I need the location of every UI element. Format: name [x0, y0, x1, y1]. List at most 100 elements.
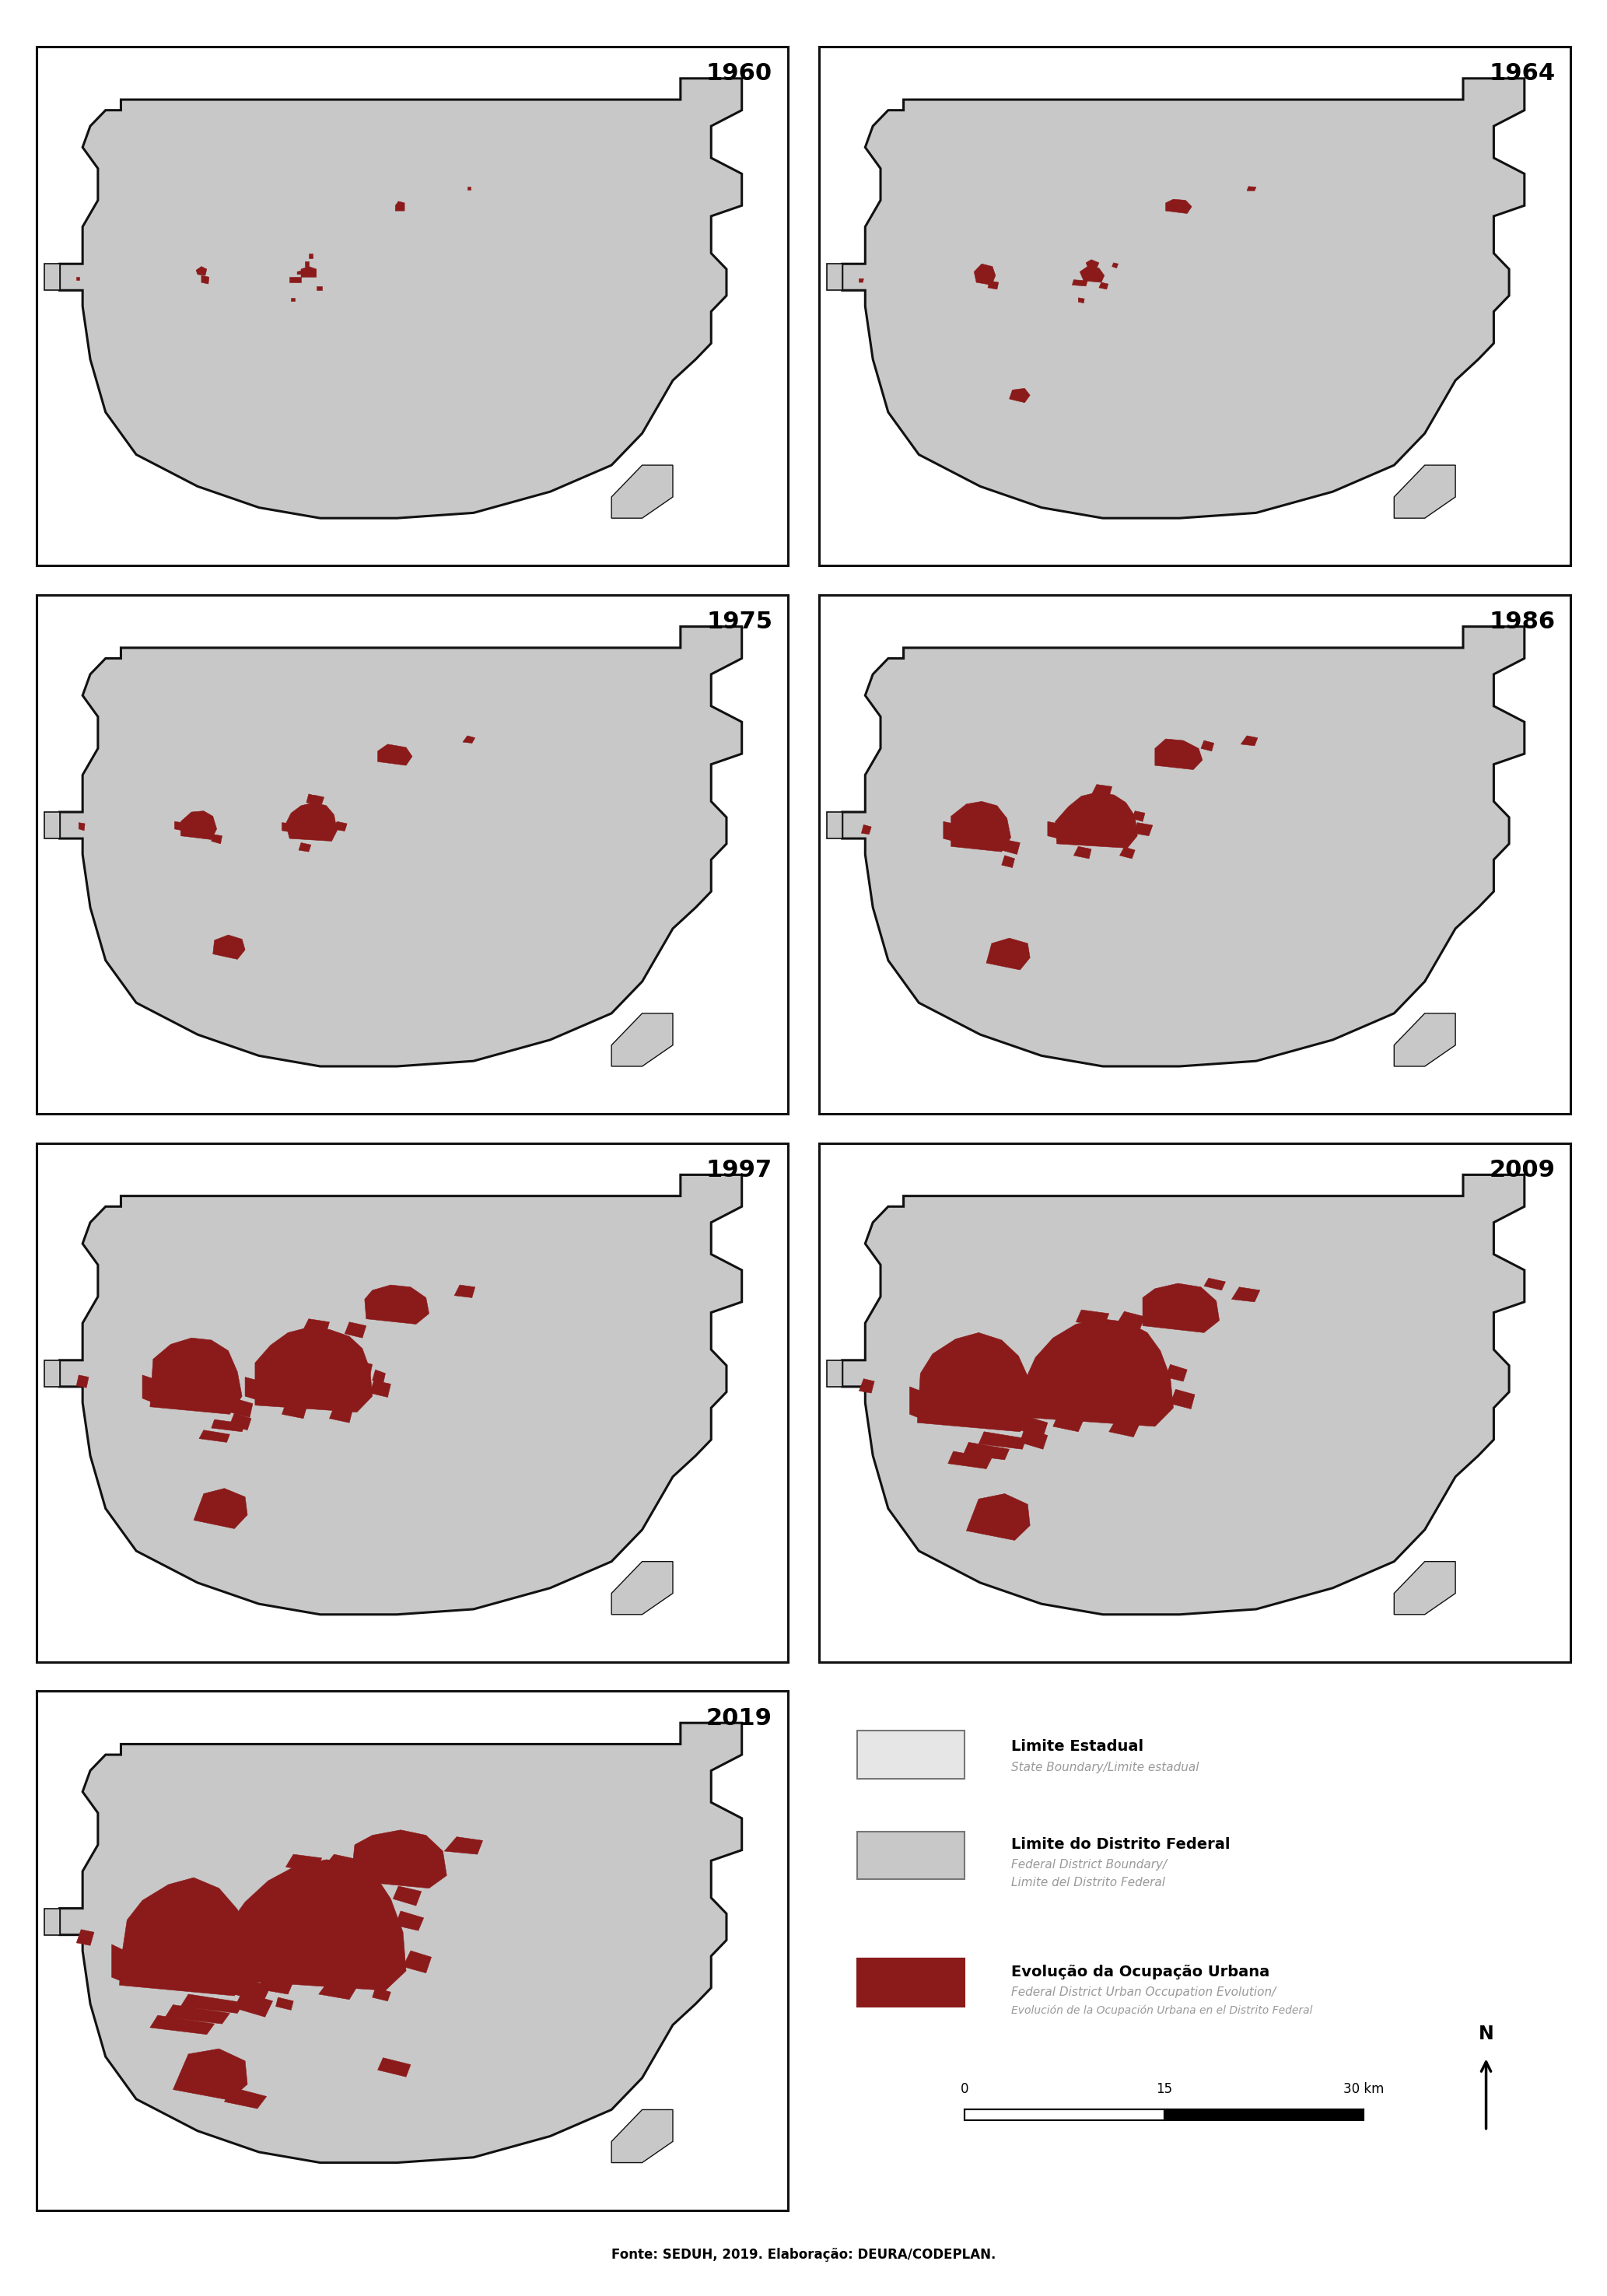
Polygon shape [394, 1885, 421, 1906]
Polygon shape [612, 466, 673, 519]
Text: Federal District Boundary/: Federal District Boundary/ [1011, 1860, 1167, 1871]
Polygon shape [1080, 266, 1104, 282]
Polygon shape [1155, 739, 1202, 769]
Text: Evolução da Ocupação Urbana: Evolução da Ocupação Urbana [1011, 1965, 1270, 1979]
Polygon shape [1120, 847, 1135, 859]
Polygon shape [256, 1327, 373, 1412]
Polygon shape [918, 1332, 1035, 1433]
Polygon shape [230, 1398, 252, 1417]
Text: Evolución de la Ocupación Urbana en el Distrito Federal: Evolución de la Ocupación Urbana en el D… [1011, 2004, 1313, 2016]
Polygon shape [59, 1176, 742, 1614]
Text: Fonte: SEDUH, 2019. Elaboração: DEURA/CODEPLAN.: Fonte: SEDUH, 2019. Elaboração: DEURA/CO… [611, 2248, 996, 2262]
Polygon shape [1133, 822, 1152, 836]
Polygon shape [257, 1975, 294, 1995]
Polygon shape [79, 822, 85, 831]
FancyBboxPatch shape [858, 1958, 964, 2007]
Polygon shape [225, 2087, 267, 2108]
Polygon shape [112, 1945, 125, 1981]
Polygon shape [1170, 1389, 1194, 1410]
Text: 30 km: 30 km [1343, 2082, 1384, 2096]
Polygon shape [309, 253, 312, 259]
Polygon shape [612, 1013, 673, 1065]
Polygon shape [166, 2004, 230, 2023]
Polygon shape [373, 1988, 391, 2002]
Polygon shape [1395, 466, 1456, 519]
Polygon shape [77, 1375, 88, 1387]
FancyBboxPatch shape [858, 1832, 964, 1878]
Polygon shape [307, 794, 317, 804]
Polygon shape [378, 2057, 411, 2078]
Polygon shape [943, 822, 953, 840]
Polygon shape [395, 1910, 424, 1931]
Polygon shape [1165, 1364, 1188, 1382]
Polygon shape [119, 1878, 256, 1995]
Polygon shape [1247, 186, 1257, 191]
Text: Limite do Distrito Federal: Limite do Distrito Federal [1011, 1837, 1229, 1853]
Polygon shape [45, 813, 59, 838]
Polygon shape [1131, 810, 1144, 822]
Polygon shape [370, 1380, 391, 1398]
Polygon shape [1231, 1288, 1260, 1302]
Polygon shape [842, 78, 1525, 519]
Polygon shape [59, 1722, 742, 2163]
Polygon shape [212, 934, 246, 960]
Polygon shape [1048, 822, 1059, 838]
Polygon shape [45, 264, 59, 289]
Polygon shape [1241, 735, 1258, 746]
Polygon shape [974, 264, 995, 285]
Polygon shape [403, 1952, 431, 1972]
Polygon shape [1072, 280, 1088, 287]
Polygon shape [77, 278, 79, 280]
Polygon shape [317, 287, 321, 289]
Polygon shape [276, 1998, 294, 2009]
Polygon shape [842, 1176, 1525, 1614]
Polygon shape [988, 280, 998, 289]
Polygon shape [1091, 785, 1112, 797]
Polygon shape [1020, 1417, 1048, 1437]
Polygon shape [318, 1979, 357, 2000]
Polygon shape [828, 264, 842, 289]
Polygon shape [235, 1993, 273, 2016]
Polygon shape [149, 2016, 214, 2034]
Text: Limite del Distrito Federal: Limite del Distrito Federal [1011, 1878, 1165, 1890]
Polygon shape [612, 2110, 673, 2163]
Polygon shape [212, 1419, 246, 1433]
Polygon shape [1395, 1561, 1456, 1614]
Polygon shape [373, 1371, 386, 1384]
Text: N: N [1478, 2025, 1495, 2043]
Polygon shape [329, 1407, 352, 1424]
Polygon shape [1078, 298, 1085, 303]
Polygon shape [212, 833, 222, 845]
Polygon shape [378, 744, 411, 765]
Text: 1964: 1964 [1488, 62, 1556, 85]
Polygon shape [1143, 1283, 1220, 1332]
Polygon shape [299, 843, 312, 852]
Polygon shape [289, 278, 301, 282]
Polygon shape [230, 1412, 251, 1430]
Polygon shape [246, 1378, 257, 1401]
FancyBboxPatch shape [858, 1731, 964, 1779]
Text: 2009: 2009 [1490, 1159, 1556, 1182]
Polygon shape [1053, 1414, 1083, 1433]
Polygon shape [77, 1929, 95, 1945]
Polygon shape [365, 1286, 429, 1325]
Polygon shape [304, 1318, 329, 1332]
Polygon shape [201, 276, 209, 285]
Polygon shape [1014, 1387, 1027, 1412]
Text: 1975: 1975 [707, 611, 773, 634]
Polygon shape [199, 1430, 230, 1442]
Polygon shape [194, 1488, 247, 1529]
Polygon shape [1165, 200, 1192, 214]
Polygon shape [149, 1339, 243, 1414]
Polygon shape [346, 1322, 366, 1339]
Polygon shape [979, 1433, 1027, 1449]
Polygon shape [1073, 847, 1091, 859]
Polygon shape [180, 810, 217, 840]
Polygon shape [445, 1837, 482, 1855]
Polygon shape [860, 1378, 874, 1394]
Polygon shape [1117, 1311, 1144, 1329]
Polygon shape [1077, 1309, 1109, 1325]
Text: 15: 15 [1155, 2082, 1173, 2096]
Polygon shape [966, 1495, 1030, 1541]
Text: 1986: 1986 [1488, 611, 1556, 634]
